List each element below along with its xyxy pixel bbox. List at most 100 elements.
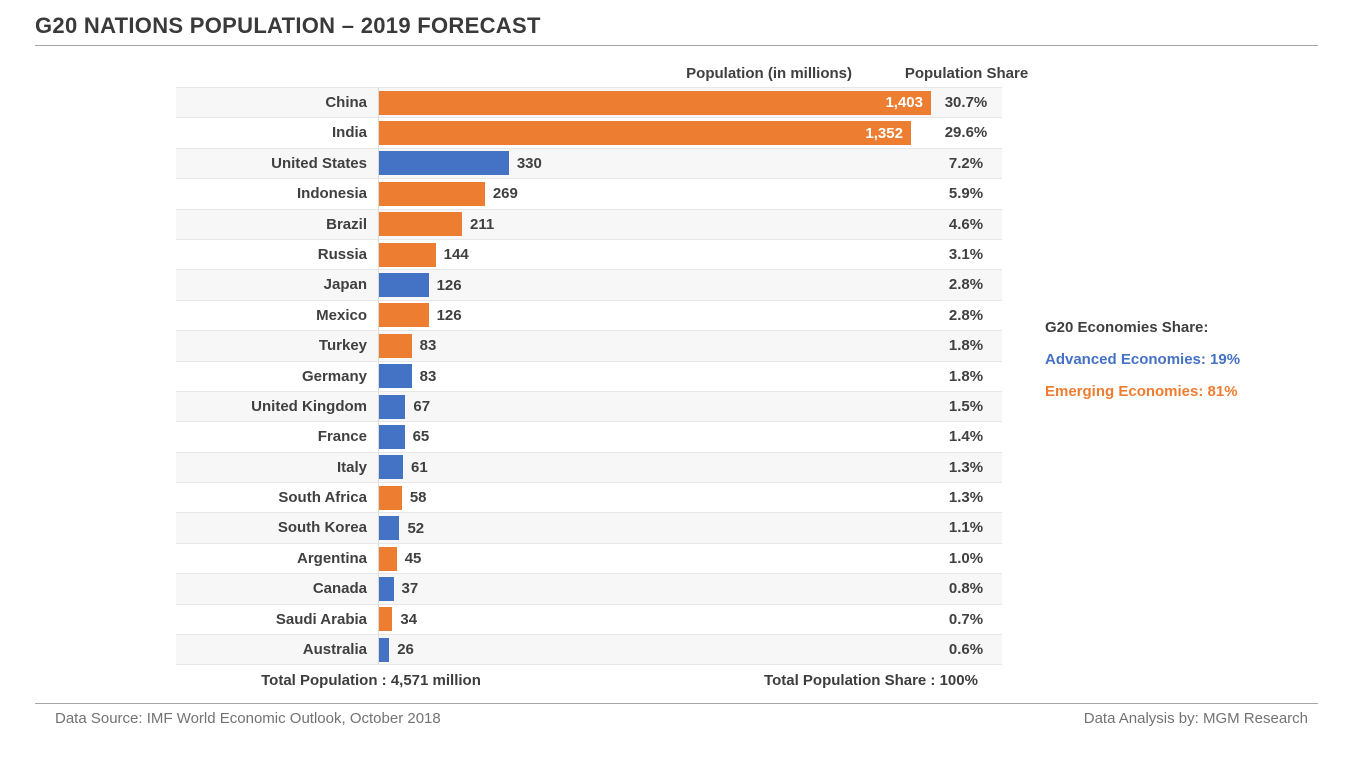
population-value: 37 xyxy=(401,580,419,598)
population-bar xyxy=(379,516,400,541)
table-row: Saudi Arabia 34 0.7% xyxy=(176,604,1002,636)
table-row: France 65 1.4% xyxy=(176,422,1002,453)
country-label: France xyxy=(317,428,367,446)
population-share-value: 3.1% xyxy=(948,245,984,263)
population-value: 211 xyxy=(470,215,495,233)
population-share-value: 0.6% xyxy=(948,641,984,659)
bar-cell: 65 xyxy=(378,422,931,452)
column-header-share-label: Population Share xyxy=(904,65,1029,82)
population-value: 83 xyxy=(419,337,437,355)
bar-cell: 330 xyxy=(378,148,931,179)
country-label: South Korea xyxy=(277,519,367,537)
footer-divider xyxy=(35,703,1318,704)
country-label: Japan xyxy=(323,276,367,294)
table-row: China 1,403 30.7% xyxy=(176,88,1002,119)
table-row: Russia 144 3.1% xyxy=(176,239,1002,271)
bar-cell: 1,352 xyxy=(378,118,931,148)
column-header-population: Population (in millions) xyxy=(686,65,852,82)
bar-cell: 83 xyxy=(378,361,931,391)
population-bar xyxy=(379,273,429,298)
population-share-value: 1.3% xyxy=(948,489,984,507)
population-share-value: 1.0% xyxy=(948,549,984,567)
population-bar xyxy=(379,424,405,449)
population-share-value: 0.8% xyxy=(948,580,984,598)
chart-header: Population (in millions) Population Shar… xyxy=(176,60,1028,87)
population-bar xyxy=(379,303,429,328)
table-row: Mexico 126 2.8% xyxy=(176,300,1002,332)
population-share-value: 5.9% xyxy=(948,185,984,203)
population-bar xyxy=(379,242,436,267)
population-bar xyxy=(379,212,463,237)
economies-legend: G20 Economies Share: Advanced Economies:… xyxy=(1045,319,1240,400)
bar-cell: 61 xyxy=(378,452,931,483)
population-value: 1,403 xyxy=(885,94,923,112)
data-source-note: Data Source: IMF World Economic Outlook,… xyxy=(55,710,441,727)
population-share-value: 7.2% xyxy=(948,154,984,172)
table-row: Turkey 83 1.8% xyxy=(176,331,1002,362)
population-bar xyxy=(379,333,412,358)
data-analysis-note: Data Analysis by: MGM Research xyxy=(1083,710,1308,727)
population-value: 34 xyxy=(400,610,418,628)
population-bar xyxy=(379,455,403,480)
country-label: South Africa xyxy=(278,489,367,507)
bar-cell: 52 xyxy=(378,513,931,543)
bar-cell: 126 xyxy=(378,270,931,300)
title-divider xyxy=(35,45,1318,46)
country-label: Argentina xyxy=(296,549,367,567)
country-label: United States xyxy=(271,154,367,172)
country-label: Italy xyxy=(336,458,367,476)
column-header-share: Population Share xyxy=(905,65,1028,82)
population-bar xyxy=(379,607,393,632)
country-label: Saudi Arabia xyxy=(275,610,367,628)
population-share-value: 0.7% xyxy=(948,610,984,628)
population-bar xyxy=(379,364,412,389)
bar-cell: 34 xyxy=(378,604,931,635)
country-label: Indonesia xyxy=(296,185,367,203)
table-row: United Kingdom 67 1.5% xyxy=(176,391,1002,423)
population-bar xyxy=(379,637,390,662)
population-share-value: 2.8% xyxy=(948,276,984,294)
country-label: China xyxy=(325,94,367,111)
population-bar xyxy=(379,576,394,601)
country-label: Russia xyxy=(317,245,367,263)
bar-cell: 37 xyxy=(378,574,931,604)
population-bar: 1,403 xyxy=(379,90,931,115)
table-row: Canada 37 0.8% xyxy=(176,574,1002,605)
table-row: South Korea 52 1.1% xyxy=(176,513,1002,544)
population-value: 26 xyxy=(397,641,414,659)
table-row: Indonesia 269 5.9% xyxy=(176,179,1002,210)
population-bar xyxy=(379,181,485,206)
table-row: Brazil 211 4.6% xyxy=(176,209,1002,240)
country-label: United Kingdom xyxy=(251,397,367,415)
population-value: 126 xyxy=(436,306,462,324)
bar-cell: 211 xyxy=(378,209,931,239)
bar-cell: 67 xyxy=(378,391,931,422)
country-label: Australia xyxy=(302,641,367,659)
population-value: 52 xyxy=(407,519,425,537)
population-chart: Population (in millions) Population Shar… xyxy=(176,60,1028,666)
population-value: 83 xyxy=(419,367,437,385)
bar-cell: 26 xyxy=(378,635,931,665)
population-value: 65 xyxy=(412,428,430,446)
population-share-value: 1.8% xyxy=(948,337,984,355)
country-label: Mexico xyxy=(316,306,367,324)
bar-cell: 58 xyxy=(378,483,931,513)
population-share-value: 29.6% xyxy=(944,124,988,142)
population-share-value: 1.3% xyxy=(948,458,984,476)
bar-cell: 126 xyxy=(378,300,931,331)
population-share-value: 1.4% xyxy=(948,428,984,446)
population-share-value: 30.7% xyxy=(944,94,988,111)
population-value: 58 xyxy=(409,489,427,507)
bar-cell: 144 xyxy=(378,239,931,270)
bar-cell: 269 xyxy=(378,179,931,209)
population-value: 330 xyxy=(516,154,542,172)
population-value: 269 xyxy=(492,185,518,203)
country-label: Canada xyxy=(312,580,367,598)
population-value: 67 xyxy=(413,398,431,416)
population-share-value: 1.5% xyxy=(948,397,984,415)
population-value: 1,352 xyxy=(865,124,903,142)
population-value: 61 xyxy=(411,458,428,476)
chart-rows: China 1,403 30.7% India 1,352 29.6% United Sta… xyxy=(176,87,1002,666)
population-share-value: 2.8% xyxy=(948,306,984,324)
population-value: 126 xyxy=(436,276,462,294)
